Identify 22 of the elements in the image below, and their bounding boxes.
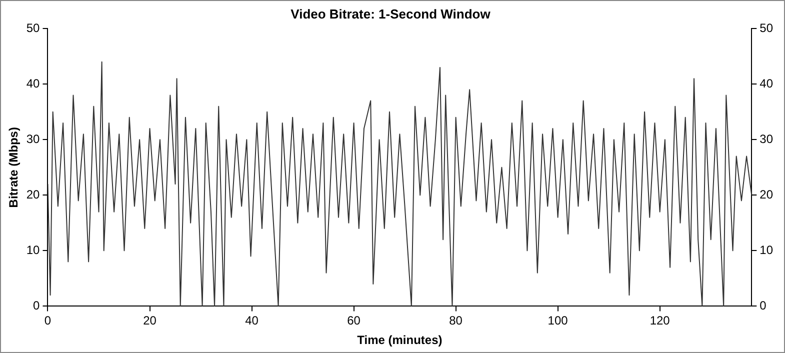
y-tick-label: 50 xyxy=(26,20,40,35)
x-tick-label: 40 xyxy=(245,314,259,328)
y2-tick-label: 40 xyxy=(760,76,774,90)
x-tick-label: 80 xyxy=(449,314,463,328)
y-axis-title: Bitrate (Mbps) xyxy=(6,127,21,208)
chart-title: Video Bitrate: 1-Second Window xyxy=(290,6,492,22)
y2-tick-label: 0 xyxy=(760,298,767,313)
y-tick-label: 30 xyxy=(26,132,40,146)
x-tick-label: 20 xyxy=(143,314,157,328)
x-tick-label: 60 xyxy=(347,314,361,328)
y-tick-label: 10 xyxy=(26,242,40,257)
y-tick-label: 20 xyxy=(26,187,40,202)
y2-tick-label: 50 xyxy=(760,20,774,35)
y2-tick-label: 10 xyxy=(760,242,774,257)
x-tick-label: 120 xyxy=(650,314,670,328)
y2-tick-label: 30 xyxy=(760,132,774,146)
y-tick-label: 0 xyxy=(33,298,40,313)
y2-tick-label: 20 xyxy=(760,187,774,202)
y-tick-label: 40 xyxy=(26,76,40,90)
x-axis-title: Time (minutes) xyxy=(357,333,442,348)
x-tick-label: 0 xyxy=(44,314,52,328)
x-tick-label: 100 xyxy=(548,314,568,328)
